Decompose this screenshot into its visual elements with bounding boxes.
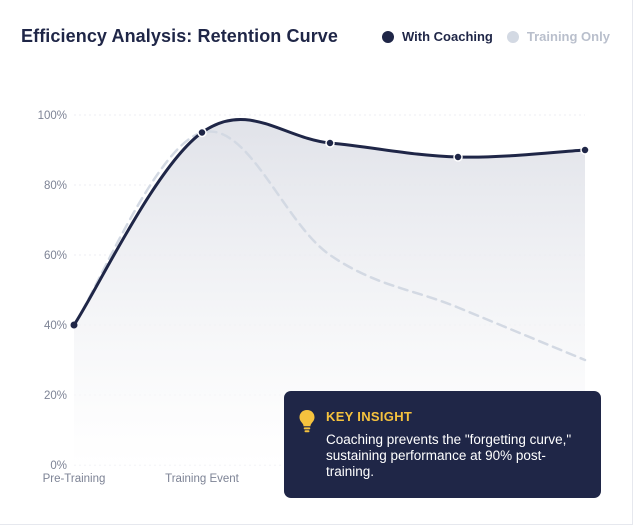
- legend-label-with-coaching: With Coaching: [402, 29, 493, 44]
- with-coaching-area: [74, 119, 585, 466]
- with-coaching-point: [453, 152, 463, 162]
- legend-item-with-coaching[interactable]: With Coaching: [382, 29, 493, 44]
- legend-swatch-training-only: [506, 30, 519, 43]
- insight-text: Coaching prevents the "forgetting curve,…: [326, 432, 572, 479]
- legend-swatch-with-coaching: [382, 30, 394, 43]
- insight-title: KEY INSIGHT: [326, 409, 413, 424]
- with-coaching-point: [325, 138, 335, 148]
- y-tick-label: 20%: [44, 390, 67, 402]
- with-coaching-point: [197, 127, 207, 138]
- y-tick-label: 40%: [44, 320, 67, 332]
- y-tick-label: 80%: [44, 180, 67, 192]
- with-coaching-point: [70, 321, 78, 329]
- legend-item-training-only[interactable]: Training Only: [506, 29, 610, 44]
- with-coaching-line: [72, 118, 587, 327]
- training-only-line: [72, 130, 587, 362]
- y-tick-label: 0%: [50, 460, 67, 472]
- y-tick-label: 100%: [38, 110, 67, 122]
- legend-label-training-only: Training Only: [526, 29, 610, 44]
- chart-legend: With Coaching Training Only: [382, 29, 624, 44]
- x-tick-label: Pre-Training: [43, 473, 106, 485]
- x-tick-label: Training Event: [165, 473, 240, 485]
- y-tick-label: 60%: [44, 250, 67, 262]
- chart-title: Efficiency Analysis: Retention Curve: [21, 26, 339, 46]
- with-coaching-point: [580, 145, 590, 155]
- key-insight-box: KEY INSIGHT Coaching prevents the "forge…: [284, 391, 601, 498]
- lightbulb-icon: [299, 410, 315, 433]
